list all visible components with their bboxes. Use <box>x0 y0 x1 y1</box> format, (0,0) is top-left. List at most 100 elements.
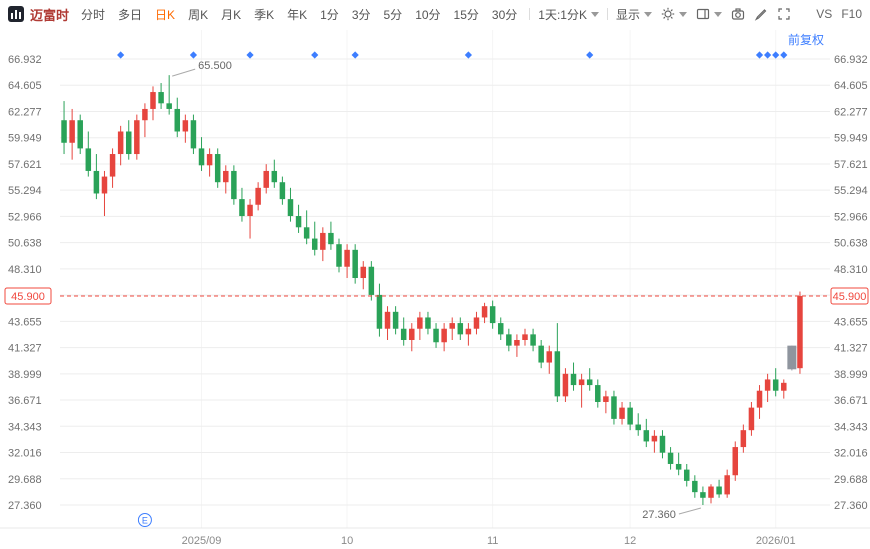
candle[interactable] <box>101 170 108 217</box>
candle[interactable] <box>158 83 164 109</box>
event-marker-icon[interactable] <box>464 51 472 59</box>
candle[interactable] <box>109 148 116 188</box>
event-marker-icon[interactable] <box>764 51 772 59</box>
period-tab-30分[interactable]: 30分 <box>491 7 518 22</box>
candle[interactable] <box>239 187 245 222</box>
candle[interactable] <box>675 452 682 476</box>
period-tab-月K[interactable]: 月K <box>221 7 242 22</box>
candle[interactable] <box>562 368 569 402</box>
candle[interactable] <box>659 430 666 459</box>
event-marker-icon[interactable] <box>117 51 125 59</box>
candle[interactable] <box>61 101 67 155</box>
period-tab-多日[interactable]: 多日 <box>118 7 143 22</box>
candle[interactable] <box>611 390 617 425</box>
candle[interactable] <box>231 165 237 205</box>
candle[interactable] <box>787 345 797 371</box>
candle[interactable] <box>465 323 472 346</box>
candle[interactable] <box>214 148 221 188</box>
candle[interactable] <box>336 238 342 273</box>
candle[interactable] <box>522 328 528 346</box>
candle[interactable] <box>732 441 739 481</box>
candle[interactable] <box>190 114 197 155</box>
candle[interactable] <box>546 345 553 374</box>
candle[interactable] <box>279 176 286 205</box>
period-tab-周K[interactable]: 周K <box>188 7 209 22</box>
fullscreen-button[interactable] <box>777 7 791 21</box>
candle[interactable] <box>142 103 148 138</box>
candle[interactable] <box>578 373 585 408</box>
candle[interactable] <box>271 159 278 188</box>
candle[interactable] <box>85 131 92 177</box>
candle[interactable] <box>441 323 447 352</box>
period-tab-5分[interactable]: 5分 <box>383 7 403 22</box>
f10-button[interactable]: F10 <box>841 7 862 21</box>
candle[interactable] <box>748 401 755 436</box>
candle[interactable] <box>554 323 561 402</box>
candle[interactable] <box>473 311 480 335</box>
screenshot-button[interactable] <box>731 7 745 21</box>
event-marker-icon[interactable] <box>246 51 254 59</box>
candle[interactable] <box>352 244 358 284</box>
candle[interactable] <box>417 311 423 340</box>
candle[interactable] <box>708 484 714 504</box>
candle[interactable] <box>692 475 698 498</box>
candle[interactable] <box>166 75 172 115</box>
period-tab-分时[interactable]: 分时 <box>81 7 106 22</box>
candle[interactable] <box>174 97 181 138</box>
candle[interactable] <box>449 317 455 340</box>
event-marker-icon[interactable] <box>586 51 594 59</box>
period-tab-3分[interactable]: 3分 <box>351 7 371 22</box>
candle[interactable] <box>506 328 512 352</box>
candle[interactable] <box>683 463 690 487</box>
candle[interactable] <box>247 199 253 239</box>
draw-button[interactable] <box>754 7 768 21</box>
candle[interactable] <box>376 283 383 337</box>
candle[interactable] <box>619 401 625 425</box>
candle[interactable] <box>311 221 318 256</box>
period-tab-10分[interactable]: 10分 <box>415 7 441 22</box>
candle[interactable] <box>514 334 520 357</box>
stock-name[interactable]: 迈富时 <box>30 7 70 23</box>
candle[interactable] <box>328 221 334 250</box>
candle[interactable] <box>117 125 124 166</box>
period-tab-日K[interactable]: 日K <box>155 7 176 22</box>
candle[interactable] <box>134 114 140 160</box>
combo-period-dropdown[interactable]: 1天:1分K <box>538 6 599 23</box>
candle[interactable] <box>384 306 391 340</box>
candle[interactable] <box>700 486 706 505</box>
candle[interactable] <box>570 362 577 391</box>
period-tab-年K[interactable]: 年K <box>287 7 308 22</box>
candle[interactable] <box>481 302 488 324</box>
candle[interactable] <box>797 291 803 374</box>
event-marker-icon[interactable] <box>311 51 319 59</box>
candle[interactable] <box>287 187 294 222</box>
candle[interactable] <box>603 390 609 414</box>
candle[interactable] <box>497 317 504 340</box>
candle[interactable] <box>125 120 132 160</box>
candle[interactable] <box>667 447 674 470</box>
dividend-marker-icon[interactable] <box>137 513 152 527</box>
candle[interactable] <box>77 114 83 155</box>
candle[interactable] <box>223 165 229 194</box>
event-marker-icon[interactable] <box>755 51 764 59</box>
adjust-type-selector[interactable]: 前复权 <box>787 33 824 47</box>
candle[interactable] <box>595 379 601 408</box>
candle[interactable] <box>206 148 213 177</box>
candle[interactable] <box>433 323 439 348</box>
candle[interactable] <box>198 137 205 171</box>
candle[interactable] <box>360 261 367 290</box>
candle[interactable] <box>772 368 779 397</box>
candle[interactable] <box>457 317 464 340</box>
candle[interactable] <box>651 430 658 453</box>
candle[interactable] <box>368 261 375 301</box>
candle[interactable] <box>150 86 156 121</box>
layout-button[interactable] <box>696 7 722 21</box>
candle[interactable] <box>538 339 544 369</box>
candle[interactable] <box>409 323 415 352</box>
candle[interactable] <box>400 317 407 346</box>
candle[interactable] <box>627 401 633 431</box>
candle[interactable] <box>724 469 730 498</box>
event-marker-icon[interactable] <box>351 51 359 59</box>
candle[interactable] <box>716 479 722 498</box>
